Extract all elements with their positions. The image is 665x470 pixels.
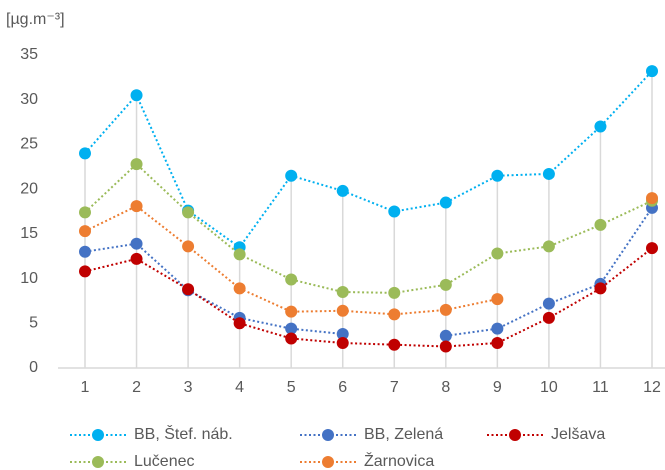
marker	[79, 147, 91, 160]
x-tick-label: 11	[592, 379, 609, 396]
y-tick-label: 20	[20, 180, 38, 197]
series-line	[84, 207, 653, 337]
marker	[439, 196, 452, 209]
x-tick-label: 7	[390, 379, 399, 396]
marker	[388, 338, 401, 351]
x-tick-label: 10	[540, 379, 558, 396]
marker	[646, 65, 658, 78]
marker	[233, 282, 246, 295]
marker	[130, 200, 143, 213]
x-tick-label: 3	[184, 379, 193, 396]
marker	[79, 265, 91, 278]
marker	[439, 340, 452, 353]
marker	[130, 89, 143, 102]
marker	[336, 184, 349, 197]
marker	[542, 297, 555, 310]
marker	[336, 285, 349, 298]
marker	[388, 205, 401, 218]
x-tick-label: 9	[493, 379, 502, 396]
marker	[439, 303, 452, 316]
marker	[594, 218, 607, 231]
marker	[285, 273, 298, 286]
marker	[130, 252, 143, 265]
x-tick-label: 4	[235, 379, 244, 396]
marker	[182, 206, 195, 219]
marker	[79, 206, 91, 219]
y-tick-label: 30	[20, 91, 38, 108]
legend-label: BB, Štef. náb.	[134, 424, 233, 443]
legend-marker	[92, 456, 104, 468]
marker	[491, 322, 504, 335]
legend-label: BB, Zelená	[364, 426, 443, 443]
legend-marker	[509, 429, 521, 441]
marker	[130, 237, 143, 250]
marker	[233, 248, 246, 261]
marker	[491, 336, 504, 349]
y-tick-label: 10	[20, 270, 38, 287]
series-line	[84, 162, 653, 294]
marker	[336, 336, 349, 349]
series-line	[84, 70, 653, 249]
series-line	[84, 247, 653, 348]
x-tick-label: 8	[441, 379, 450, 396]
marker	[233, 317, 246, 330]
x-tick-label: 2	[132, 379, 141, 396]
marker	[542, 240, 555, 253]
marker	[594, 120, 607, 133]
marker	[646, 192, 658, 205]
marker	[491, 293, 504, 306]
marker	[130, 158, 143, 171]
marker	[491, 247, 504, 260]
marker	[439, 329, 452, 342]
marker	[542, 167, 555, 180]
marker	[594, 282, 607, 295]
y-tick-label: 25	[20, 136, 38, 153]
marker	[285, 305, 298, 318]
y-tick-label: 35	[20, 46, 38, 63]
x-tick-label: 1	[81, 379, 90, 396]
legend-label: Jelšava	[551, 426, 605, 443]
x-tick-label: 12	[643, 379, 661, 396]
marker	[182, 283, 195, 296]
marker	[388, 286, 401, 299]
marker	[542, 311, 555, 324]
marker	[285, 332, 298, 345]
legend-label: Lučenec	[134, 453, 195, 470]
marker	[285, 169, 298, 182]
legend-marker	[92, 429, 104, 441]
marker	[439, 278, 452, 291]
legend-marker	[322, 429, 334, 441]
marker	[182, 240, 195, 253]
marker	[336, 328, 349, 341]
marker	[79, 225, 91, 238]
y-tick-label: 5	[29, 315, 38, 332]
marker	[388, 308, 401, 321]
marker	[79, 245, 91, 258]
legend-label: Žarnovica	[364, 451, 434, 470]
x-tick-label: 5	[287, 379, 296, 396]
y-tick-label: 15	[20, 225, 38, 242]
x-tick-label: 6	[338, 379, 347, 396]
y-tick-label: 0	[29, 359, 38, 376]
marker	[336, 304, 349, 317]
marker	[285, 322, 298, 335]
marker	[491, 169, 504, 182]
legend-marker	[322, 456, 334, 468]
marker	[646, 242, 658, 255]
y-axis-label: [µg.m⁻³]	[6, 11, 65, 28]
series-line	[85, 198, 652, 314]
